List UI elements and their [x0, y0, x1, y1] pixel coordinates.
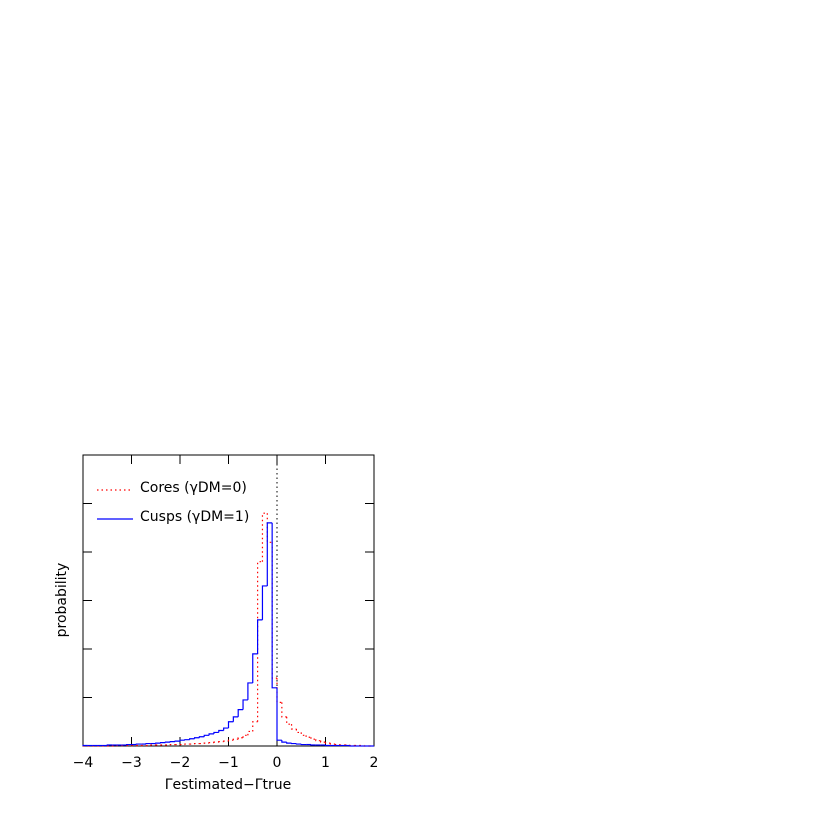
histogram-step [281, 702, 287, 718]
histogram-step [237, 737, 244, 740]
histogram-step [261, 512, 268, 562]
histogram-step [198, 736, 205, 738]
histogram-step [189, 738, 195, 740]
histogram-step [232, 738, 239, 741]
histogram-step [252, 653, 258, 683]
histogram-step [247, 682, 253, 700]
histogram-step [276, 687, 282, 741]
histogram-step [295, 729, 302, 734]
histogram-step [242, 734, 248, 738]
x-tick-label: 1 [321, 755, 330, 771]
histogram-step [271, 522, 277, 689]
histogram-step [286, 716, 292, 725]
histogram-step [237, 709, 244, 717]
legend-label: Cusps (γDM=1) [140, 509, 249, 525]
histogram-step [324, 742, 331, 744]
histogram-step [227, 739, 234, 742]
histogram-step [252, 721, 258, 732]
histogram-step [305, 735, 311, 738]
histogram-step [257, 619, 263, 654]
histogram-step [203, 734, 210, 737]
histogram-step [329, 743, 336, 745]
histogram-step [247, 730, 253, 736]
histogram-step [232, 716, 239, 722]
histogram-step [271, 542, 277, 679]
histogram-step [223, 727, 229, 731]
histogram-step [276, 678, 282, 703]
plot-frame [82, 454, 375, 747]
x-tick-label: −3 [121, 755, 142, 771]
x-tick-label: 2 [370, 755, 379, 771]
y-axis-label: probability [54, 563, 70, 638]
x-tick-label: 0 [273, 755, 282, 771]
histogram-step [286, 742, 292, 744]
histogram-step [257, 561, 263, 722]
histogram-step [266, 522, 273, 586]
histogram-step [193, 737, 200, 739]
histogram-step [208, 733, 214, 736]
histogram-step [315, 739, 321, 742]
x-tick-label: −1 [218, 755, 239, 771]
x-tick-label: −2 [170, 755, 191, 771]
histogram-step [227, 721, 234, 729]
legend-label: Cores (γDM=0) [140, 480, 247, 496]
histogram-step [213, 731, 219, 734]
histogram-step [290, 724, 297, 730]
histogram-step [266, 513, 273, 543]
histogram-step [261, 585, 268, 620]
histogram-step [242, 699, 248, 710]
histogram-step [218, 729, 224, 733]
histogram-step [281, 740, 287, 743]
histogram-step [300, 732, 307, 736]
x-axis-label: Γestimated−Γtrue [165, 777, 292, 793]
x-tick-label: −4 [73, 755, 94, 771]
histogram-step [179, 739, 185, 742]
histogram-step [320, 740, 326, 743]
histogram-step [310, 737, 316, 740]
